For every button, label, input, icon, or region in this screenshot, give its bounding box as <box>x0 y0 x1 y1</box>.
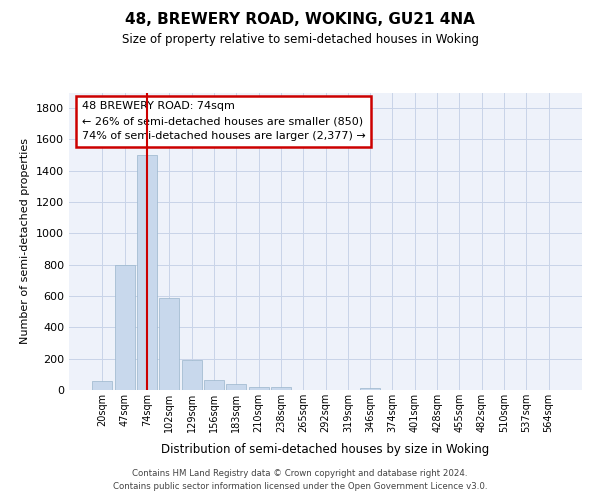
Bar <box>360 388 380 390</box>
Text: 48, BREWERY ROAD, WOKING, GU21 4NA: 48, BREWERY ROAD, WOKING, GU21 4NA <box>125 12 475 28</box>
Bar <box>92 382 112 390</box>
Bar <box>248 387 269 390</box>
X-axis label: Distribution of semi-detached houses by size in Woking: Distribution of semi-detached houses by … <box>161 444 490 456</box>
Bar <box>226 384 246 390</box>
Text: 48 BREWERY ROAD: 74sqm
← 26% of semi-detached houses are smaller (850)
74% of se: 48 BREWERY ROAD: 74sqm ← 26% of semi-det… <box>82 102 365 141</box>
Bar <box>115 264 135 390</box>
Bar <box>159 298 179 390</box>
Bar <box>204 380 224 390</box>
Text: Contains HM Land Registry data © Crown copyright and database right 2024.: Contains HM Land Registry data © Crown c… <box>132 468 468 477</box>
Text: Size of property relative to semi-detached houses in Woking: Size of property relative to semi-detach… <box>121 32 479 46</box>
Bar <box>182 360 202 390</box>
Bar <box>271 388 291 390</box>
Bar <box>137 155 157 390</box>
Text: Contains public sector information licensed under the Open Government Licence v3: Contains public sector information licen… <box>113 482 487 491</box>
Y-axis label: Number of semi-detached properties: Number of semi-detached properties <box>20 138 31 344</box>
